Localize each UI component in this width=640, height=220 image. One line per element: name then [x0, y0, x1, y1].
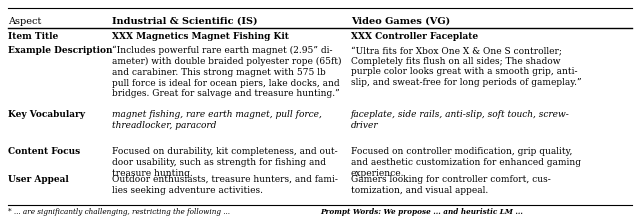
- Text: Key Vocabulary: Key Vocabulary: [8, 110, 84, 119]
- Text: User Appeal: User Appeal: [8, 175, 68, 184]
- Text: Focused on durability, kit completeness, and out-
door usability, such as streng: Focused on durability, kit completeness,…: [112, 147, 338, 178]
- Text: XXX Magnetics Magnet Fishing Kit: XXX Magnetics Magnet Fishing Kit: [112, 32, 289, 41]
- Text: magnet fishing, rare earth magnet, pull force,
threadlocker, paracord: magnet fishing, rare earth magnet, pull …: [112, 110, 322, 130]
- Text: Aspect: Aspect: [8, 17, 41, 26]
- Text: “Ultra fits for Xbox One X & One S controller;
Completely fits flush on all side: “Ultra fits for Xbox One X & One S contr…: [351, 46, 581, 87]
- Text: * ... are significantly challenging, restricting the following ...: * ... are significantly challenging, res…: [8, 208, 230, 216]
- Text: Gamers looking for controller comfort, cus-
tomization, and visual appeal.: Gamers looking for controller comfort, c…: [351, 175, 550, 195]
- Text: Outdoor enthusiasts, treasure hunters, and fami-
lies seeking adventure activiti: Outdoor enthusiasts, treasure hunters, a…: [112, 175, 338, 195]
- Text: Industrial & Scientific (IS): Industrial & Scientific (IS): [112, 17, 257, 26]
- Text: Video Games (VG): Video Games (VG): [351, 17, 450, 26]
- Text: Focused on controller modification, grip quality,
and aesthetic customization fo: Focused on controller modification, grip…: [351, 147, 580, 178]
- Text: Content Focus: Content Focus: [8, 147, 80, 156]
- Text: Example Description: Example Description: [8, 46, 112, 55]
- Text: Item Title: Item Title: [8, 32, 58, 41]
- Text: XXX Controller Faceplate: XXX Controller Faceplate: [351, 32, 478, 41]
- Text: faceplate, side rails, anti-slip, soft touch, screw-
driver: faceplate, side rails, anti-slip, soft t…: [351, 110, 570, 130]
- Text: Prompt Words: We propose ... and heuristic LM ...: Prompt Words: We propose ... and heurist…: [320, 208, 523, 216]
- Text: “Includes powerful rare earth magnet (2.95” di-
ameter) with double braided poly: “Includes powerful rare earth magnet (2.…: [112, 46, 342, 99]
